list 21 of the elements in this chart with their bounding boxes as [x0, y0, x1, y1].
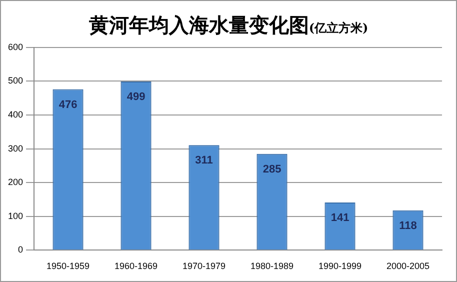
x-tick-label: 1980-1989	[250, 261, 294, 272]
x-tick-label: 1990-1999	[318, 261, 362, 272]
y-tick-label: 600	[8, 42, 24, 52]
data-label: 118	[399, 220, 417, 232]
y-tick-label: 400	[8, 109, 24, 120]
y-tick-label: 100	[8, 210, 24, 221]
x-tick-label: 2000-2005	[386, 261, 430, 272]
data-label: 476	[58, 98, 78, 111]
y-tick-label: 200	[8, 177, 24, 188]
x-tick-label: 1960-1969	[114, 261, 158, 272]
data-label: 499	[126, 91, 146, 104]
x-tick-label: 1950-1959	[46, 261, 90, 272]
data-label: 285	[262, 163, 282, 176]
x-tick-label: 1970-1979	[182, 261, 226, 272]
y-tick-label: 500	[8, 76, 24, 86]
data-label: 311	[195, 154, 213, 167]
chart-subtitle: (亿立方米)	[308, 20, 368, 37]
y-tick-label: 300	[8, 143, 24, 154]
chart-title: 黄河年均入海水量变化图	[88, 12, 309, 39]
y-tick-label: 0	[18, 244, 24, 255]
data-label: 141	[330, 212, 350, 224]
